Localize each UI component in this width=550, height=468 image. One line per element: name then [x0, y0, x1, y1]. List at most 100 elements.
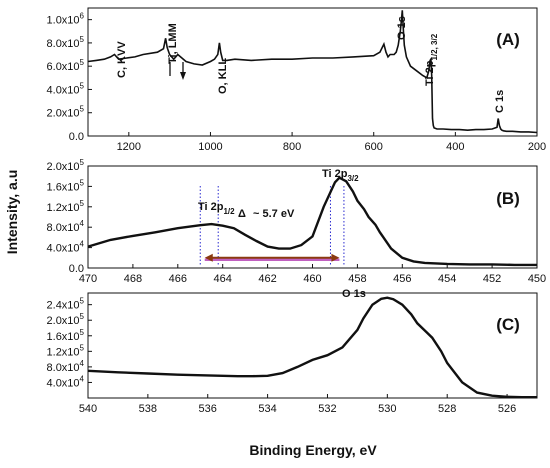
y-tick-mantissa: 2.0x10: [47, 315, 80, 327]
y-tick-mantissa: 2.0x10: [47, 161, 80, 173]
x-tick-label: 532: [318, 403, 336, 415]
annotation-o-kll: O, KLL: [217, 58, 229, 94]
panel-b-label: (B): [496, 189, 520, 208]
panel-c-frame: [87, 292, 538, 399]
x-tick-label: 470: [79, 273, 97, 285]
y-tick-mantissa: 8.0x10: [47, 222, 80, 234]
y-tick-label: 0.0: [69, 131, 84, 143]
y-tick-label: 1.2x105: [47, 199, 85, 214]
x-tick-label: 468: [124, 273, 142, 285]
y-tick-mantissa: 1.6x10: [47, 331, 80, 343]
x-tick-label: 466: [169, 273, 187, 285]
y-tick-label: 0.0: [69, 263, 84, 275]
panel-a-ticks: 1200 1000 800 600 400 2000.02.0x1054.0x1056.0…: [47, 12, 547, 153]
separation-arrowhead-left: [204, 253, 213, 262]
panel-b-ticks: 470 468 466 464 462 460 458 456 454 452 4500.04.0x…: [47, 158, 547, 285]
y-tick-mantissa: 2.4x10: [47, 300, 80, 312]
y-tick-label: 2.0x105: [47, 105, 85, 120]
y-tick-exponent: 5: [80, 58, 85, 67]
annotation-ti-2p12: Ti 2p1/2: [198, 201, 235, 216]
panel-c-spectrum-line: [87, 296, 537, 399]
y-tick-label: 2.4x105: [47, 297, 85, 312]
annotation-ti-2p12-main: Ti 2p: [198, 201, 224, 213]
y-tick-mantissa: 1.0x10: [47, 15, 80, 27]
x-tick-label: 464: [214, 273, 232, 285]
x-tick-label: 452: [483, 273, 501, 285]
x-tick-label: 526: [498, 403, 516, 415]
y-tick-label: 1.6x105: [47, 178, 85, 193]
panel-a-frame: [87, 7, 538, 137]
y-tick-label: 1.6x105: [47, 328, 85, 343]
annotation-ti-2p32: Ti 2p3/2: [322, 168, 359, 183]
y-tick-exponent: 5: [80, 81, 85, 90]
y-tick-label: 1.2x105: [47, 343, 85, 358]
y-tick-mantissa: 8.0x10: [47, 38, 80, 50]
annotation-c-1s: C 1s: [494, 90, 506, 113]
annotation-ti-lmm: Ti, LMM: [167, 23, 179, 64]
y-tick-exponent: 5: [80, 35, 85, 44]
panel-b-spectrum-line: [87, 176, 537, 267]
panel-b-frame: [87, 165, 538, 269]
x-tick-label: 530: [378, 403, 396, 415]
y-tick-mantissa: 4.0x10: [47, 377, 80, 389]
x-tick-label: 800: [283, 141, 301, 153]
separation-arrowhead-right: [331, 253, 340, 262]
x-tick-label: 528: [438, 403, 456, 415]
panel-a-spectrum-line: [87, 10, 538, 134]
x-axis-label: Binding Energy, eV: [249, 442, 377, 458]
y-tick-label: 2.0x105: [47, 312, 85, 327]
x-tick-label: 536: [199, 403, 217, 415]
annotation-ti-2p-survey-main: Ti 2p: [424, 60, 436, 86]
y-tick-mantissa: 8.0x10: [47, 362, 80, 374]
annotation-ti-2p32-main: Ti 2p: [322, 168, 348, 180]
y-tick-exponent: 5: [80, 328, 85, 337]
y-tick-label: 8.0x104: [47, 219, 85, 234]
x-tick-label: 460: [303, 273, 321, 285]
y-tick-exponent: 4: [80, 374, 85, 383]
annotation-delta: Δ: [238, 208, 246, 220]
annotation-o-1s-survey: O 1s: [396, 16, 408, 40]
panel-c-label: (C): [496, 315, 520, 334]
ti-lmm-arrow-right: [180, 72, 186, 80]
y-tick-label: 6.0x105: [47, 58, 85, 73]
panel-b: 470 468 466 464 462 460 458 456 454 452 4500.04.0x…: [47, 158, 547, 285]
y-tick-exponent: 5: [80, 158, 85, 167]
y-tick-mantissa: 6.0x10: [47, 61, 80, 73]
panel-a-label: (A): [496, 30, 520, 49]
x-tick-label: 1200: [117, 141, 141, 153]
panel-a: 1200 1000 800 600 400 2000.02.0x1054.0x1056.0…: [47, 7, 547, 153]
y-tick-mantissa: 4.0x10: [47, 84, 80, 96]
x-tick-label: 450: [528, 273, 546, 285]
y-tick-exponent: 5: [80, 178, 85, 187]
y-tick-exponent: 4: [80, 359, 85, 368]
y-tick-label: 4.0x104: [47, 374, 85, 389]
x-tick-label: 456: [393, 273, 411, 285]
y-axis-label: Intensity, a.u: [4, 170, 20, 255]
y-tick-mantissa: 1.2x10: [47, 202, 80, 214]
panel-c: 540 538 536 534 532 530 528 5264.0x1048.0x1041.…: [47, 288, 538, 415]
panel-c-ticks: 540 538 536 534 532 530 528 5264.0x1048.0x1041.…: [47, 297, 517, 415]
y-tick-mantissa: 1.6x10: [47, 181, 80, 193]
annotation-o-1s-core: O 1s: [342, 288, 366, 300]
y-tick-exponent: 6: [80, 12, 85, 21]
y-tick-label: 8.0x104: [47, 359, 85, 374]
y-tick-label: 1.0x106: [47, 12, 85, 27]
y-tick-label: 4.0x104: [47, 240, 85, 255]
y-tick-exponent: 4: [80, 240, 85, 249]
annotation-delta-value: ~ 5.7 eV: [253, 208, 295, 220]
x-tick-label: 540: [79, 403, 97, 415]
y-tick-mantissa: 2.0x10: [47, 108, 80, 120]
y-tick-label: 2.0x105: [47, 158, 85, 173]
annotation-ti-2p-survey-sub: 1/2, 3/2: [430, 33, 439, 60]
annotation-c-kvv: C, KVV: [116, 41, 128, 78]
annotation-ti-2p-survey: Ti 2p1/2, 3/2: [424, 33, 439, 86]
x-tick-label: 458: [348, 273, 366, 285]
y-tick-mantissa: 0.0: [69, 263, 84, 275]
x-tick-label: 600: [365, 141, 383, 153]
y-tick-exponent: 5: [80, 297, 85, 306]
annotation-ti-2p32-sub: 3/2: [347, 174, 359, 183]
x-tick-label: 534: [258, 403, 276, 415]
y-tick-exponent: 4: [80, 219, 85, 228]
y-tick-mantissa: 0.0: [69, 131, 84, 143]
